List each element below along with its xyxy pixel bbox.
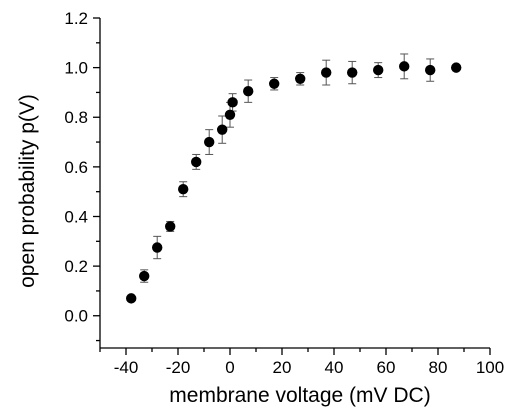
- y-tick-label: 0.4: [64, 207, 88, 226]
- x-tick-label: 80: [429, 358, 448, 377]
- y-tick-label: 0.2: [64, 257, 88, 276]
- x-tick-label: 0: [225, 358, 234, 377]
- x-tick-label: 20: [273, 358, 292, 377]
- x-tick-label: 40: [325, 358, 344, 377]
- x-tick-label: 60: [377, 358, 396, 377]
- data-point: [191, 156, 202, 168]
- data-point: [224, 109, 236, 120]
- y-tick-label: 0.0: [64, 307, 88, 326]
- data-point: [152, 242, 163, 253]
- y-tick-label: 0.6: [64, 158, 88, 177]
- y-tick-label: 1.2: [64, 9, 88, 28]
- data-point: [204, 136, 215, 148]
- y-axis-title: open probability p(V): [16, 94, 39, 288]
- data-point: [126, 293, 137, 304]
- error-bars: [140, 53, 461, 283]
- axes: [99, 18, 490, 349]
- data-point: [178, 184, 189, 195]
- data-point: [451, 62, 462, 73]
- x-ticks: -40 -20 0 20 40 60 80 100: [99, 348, 504, 377]
- data-point: [295, 73, 306, 84]
- y-tick-label: 0.8: [64, 108, 88, 127]
- data-points: [126, 61, 462, 304]
- data-point: [165, 221, 176, 232]
- data-point: [217, 124, 228, 135]
- data-point: [269, 78, 280, 89]
- data-point: [399, 61, 410, 72]
- x-tick-label: -40: [114, 358, 139, 377]
- data-point: [347, 67, 358, 78]
- data-point: [425, 64, 436, 76]
- x-tick-label: -20: [166, 358, 191, 377]
- x-tick-label: 100: [476, 358, 504, 377]
- data-point: [373, 64, 384, 76]
- y-ticks: 0.0 0.2 0.4 0.6 0.8 1.0 1.2: [64, 9, 100, 342]
- data-point: [227, 97, 238, 108]
- data-point: [243, 85, 254, 97]
- data-point: [321, 67, 332, 78]
- y-tick-label: 1.0: [64, 59, 88, 78]
- x-axis-title: membrane voltage (mV DC): [169, 384, 430, 407]
- data-point: [139, 270, 150, 282]
